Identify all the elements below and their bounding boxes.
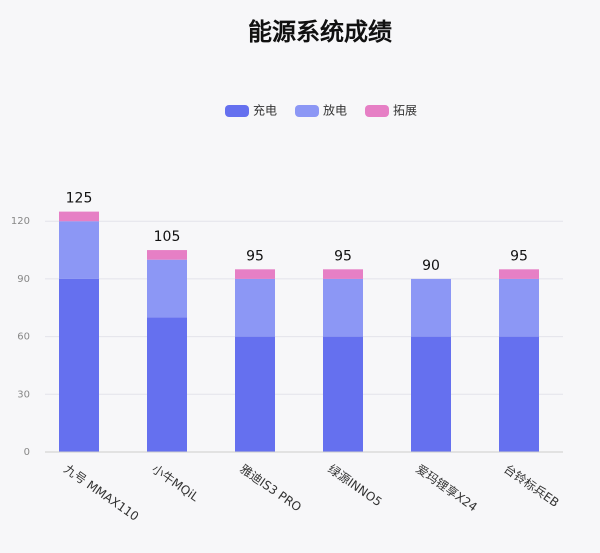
bar-segment	[499, 278, 539, 337]
bar-segment	[235, 269, 275, 279]
legend-label: 放电	[323, 103, 347, 118]
bar-segment	[323, 269, 363, 279]
legend-label: 拓展	[393, 104, 417, 118]
bar-segment	[323, 278, 363, 337]
bar-segment	[147, 259, 187, 318]
total-label: 105	[154, 229, 181, 245]
chart-title: 能源系统成绩	[248, 18, 392, 46]
y-tick-label: 90	[17, 274, 30, 285]
total-label: 95	[246, 248, 264, 264]
y-tick-label: 120	[11, 216, 30, 227]
legend-swatch	[225, 105, 249, 117]
bar-segment	[235, 336, 275, 452]
legend-label: 充电	[253, 103, 277, 118]
y-tick-label: 60	[17, 332, 30, 343]
bar-segment	[59, 211, 99, 222]
bar-segment	[147, 250, 187, 260]
y-tick-label: 30	[17, 389, 30, 400]
bar-segment	[499, 336, 539, 452]
bar-segment	[235, 278, 275, 337]
total-label: 95	[510, 248, 528, 264]
bar-segment	[411, 336, 451, 452]
bar-segment	[147, 317, 187, 452]
bar-segment	[59, 278, 99, 452]
total-label: 90	[422, 258, 440, 274]
legend-swatch	[295, 105, 319, 117]
total-label: 95	[334, 248, 352, 264]
bar-segment	[323, 336, 363, 452]
y-tick-label: 0	[24, 447, 30, 458]
total-label: 125	[66, 191, 93, 207]
legend-swatch	[365, 105, 389, 117]
bar-segment	[499, 269, 539, 279]
bar-segment	[411, 278, 451, 337]
bar-segment	[59, 221, 99, 279]
